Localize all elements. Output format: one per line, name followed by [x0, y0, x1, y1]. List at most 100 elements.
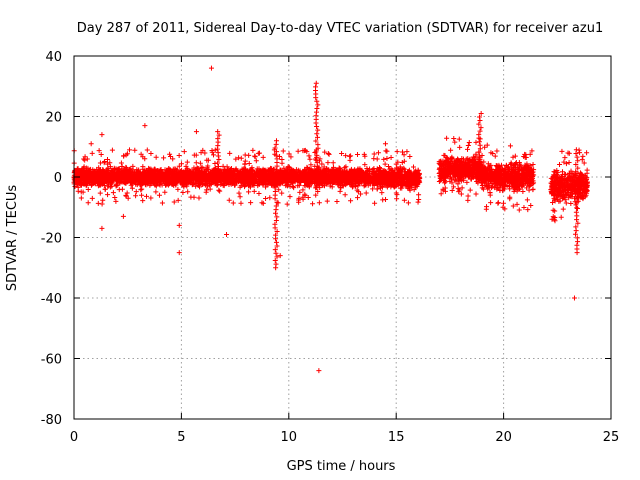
data-point — [251, 188, 257, 194]
data-point — [227, 150, 233, 156]
data-point — [252, 154, 258, 160]
data-point — [307, 156, 313, 162]
data-point — [113, 183, 119, 189]
data-point — [237, 194, 243, 200]
data-point — [140, 164, 146, 170]
data-point — [194, 167, 200, 173]
data-point — [216, 187, 222, 193]
data-point — [260, 154, 266, 160]
data-point — [279, 160, 285, 166]
data-point — [163, 174, 169, 180]
data-points — [71, 65, 590, 374]
data-point — [310, 201, 316, 207]
data-point — [330, 160, 336, 166]
data-point — [161, 155, 167, 161]
data-point — [193, 167, 199, 173]
data-point — [465, 142, 471, 148]
data-point — [78, 195, 84, 201]
data-point — [347, 177, 353, 183]
data-point — [355, 195, 361, 201]
data-point — [246, 152, 252, 158]
data-point — [296, 199, 302, 205]
data-point — [289, 167, 295, 173]
data-point — [308, 167, 314, 173]
data-point — [133, 193, 139, 199]
data-point — [324, 198, 330, 204]
data-point — [238, 155, 244, 161]
data-point — [343, 164, 349, 170]
data-point — [119, 164, 125, 170]
data-point — [148, 195, 154, 201]
data-point — [132, 147, 138, 153]
data-point — [167, 151, 173, 157]
data-point — [372, 200, 378, 206]
data-point — [302, 183, 308, 189]
data-point — [75, 188, 81, 194]
data-point — [256, 191, 262, 197]
data-point — [287, 194, 293, 200]
data-point — [264, 181, 270, 187]
data-point — [211, 152, 217, 158]
data-point — [401, 197, 407, 203]
data-point — [246, 189, 252, 195]
data-point — [226, 197, 232, 203]
data-point — [159, 200, 165, 206]
data-point — [473, 191, 479, 197]
data-point — [238, 200, 244, 206]
data-point — [248, 200, 254, 206]
data-point — [104, 170, 110, 176]
data-point — [140, 198, 146, 204]
data-point — [247, 184, 253, 190]
data-point — [340, 182, 346, 188]
data-point — [133, 189, 139, 195]
data-point — [176, 152, 182, 158]
data-point — [189, 182, 195, 188]
data-point — [325, 160, 331, 166]
data-point — [200, 181, 206, 187]
data-point — [207, 186, 213, 192]
data-point — [250, 147, 256, 153]
data-point — [444, 135, 450, 141]
data-point — [286, 164, 292, 170]
data-point — [151, 167, 157, 173]
data-point — [102, 186, 108, 192]
data-point — [319, 161, 325, 167]
data-point — [268, 182, 274, 188]
data-point — [98, 182, 104, 188]
data-point — [297, 189, 303, 195]
data-point — [283, 183, 289, 189]
data-point — [173, 182, 179, 188]
data-point — [457, 144, 463, 150]
data-point — [388, 155, 394, 161]
data-point — [415, 199, 421, 205]
data-point — [280, 148, 286, 154]
data-point — [257, 150, 263, 156]
data-point — [167, 179, 173, 185]
data-point — [203, 189, 209, 195]
data-point — [451, 136, 457, 142]
data-point — [176, 163, 182, 169]
data-point — [112, 194, 118, 200]
grid-lines — [74, 56, 611, 419]
data-point — [375, 150, 381, 156]
data-point — [381, 156, 387, 162]
data-point — [334, 198, 340, 204]
data-point — [109, 147, 115, 153]
data-point — [202, 182, 208, 188]
data-point — [73, 180, 79, 186]
data-point — [263, 184, 269, 190]
data-point — [97, 190, 103, 196]
data-point — [143, 175, 149, 181]
data-point — [263, 195, 269, 201]
chart-title: Day 287 of 2011, Sidereal Day-to-day VTE… — [77, 21, 603, 36]
data-point — [383, 148, 389, 154]
data-point — [172, 179, 178, 185]
data-point — [336, 181, 342, 187]
data-point — [416, 196, 422, 202]
data-point — [404, 149, 410, 155]
data-point — [405, 200, 411, 206]
data-point — [188, 194, 194, 200]
data-point — [466, 140, 472, 146]
data-point — [473, 139, 479, 145]
data-point — [114, 182, 120, 188]
